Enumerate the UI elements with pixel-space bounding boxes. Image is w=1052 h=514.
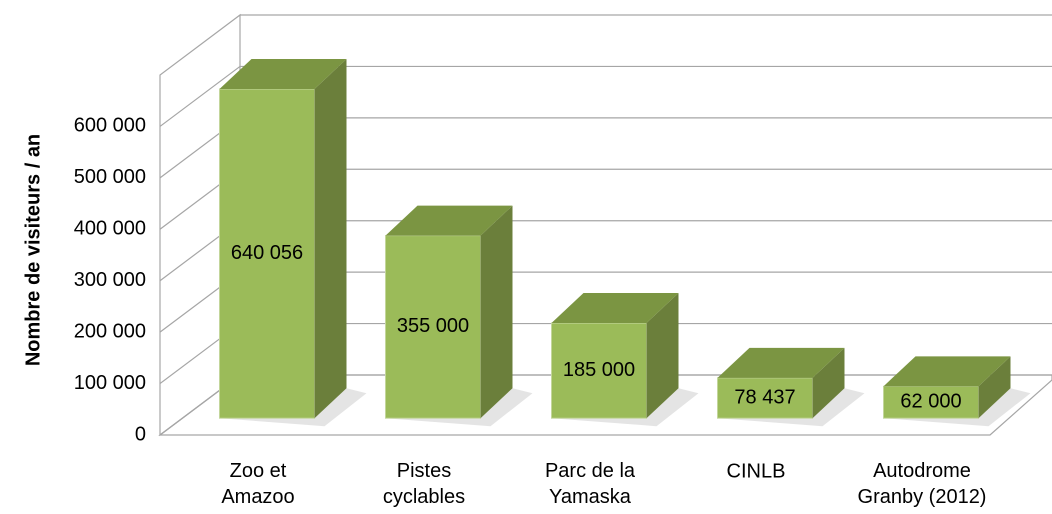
bar-side <box>978 356 1011 419</box>
bar-side <box>812 347 845 419</box>
bar <box>717 377 813 419</box>
bar-side <box>480 205 513 419</box>
value-label: 62 000 <box>900 391 961 413</box>
y-tick-label: 0 <box>135 423 146 445</box>
bar-top <box>551 293 679 324</box>
value-label: 78 437 <box>734 386 795 408</box>
x-tick-label: Autodrome Granby (2012) <box>858 460 987 508</box>
bar-shadow <box>883 388 1031 427</box>
y-tick-label: 200 000 <box>74 320 146 342</box>
y-tick-label: 300 000 <box>74 269 146 291</box>
y-tick-label: 500 000 <box>74 166 146 188</box>
value-label: 640 056 <box>231 242 303 264</box>
x-tick-label: CINLB <box>727 460 786 482</box>
x-tick-label: Parc de la Yamaska <box>545 460 636 508</box>
y-tick-label: 600 000 <box>74 115 146 137</box>
bar-side <box>646 293 679 419</box>
bar-shadow <box>219 388 367 427</box>
bar <box>551 322 647 419</box>
y-tick-label: 400 000 <box>74 218 146 240</box>
bar <box>385 235 481 419</box>
bar-shadow <box>385 388 533 427</box>
value-label: 185 000 <box>563 359 635 381</box>
x-tick-label: Pistes cyclables <box>383 460 465 508</box>
bar-top <box>717 347 845 378</box>
bar-top <box>219 59 347 90</box>
y-tick-label: 100 000 <box>74 372 146 394</box>
bar-shadow <box>717 388 865 427</box>
y-axis-title: Nombre de visiteurs / an <box>22 134 44 366</box>
value-label: 355 000 <box>397 315 469 337</box>
x-tick-label: Zoo et Amazoo <box>221 460 294 508</box>
bar-side <box>314 59 347 419</box>
bar-top <box>883 356 1011 387</box>
bar <box>883 385 979 419</box>
bar-top <box>385 205 513 236</box>
bar-shadow <box>551 388 699 427</box>
grid-line <box>159 65 1052 127</box>
